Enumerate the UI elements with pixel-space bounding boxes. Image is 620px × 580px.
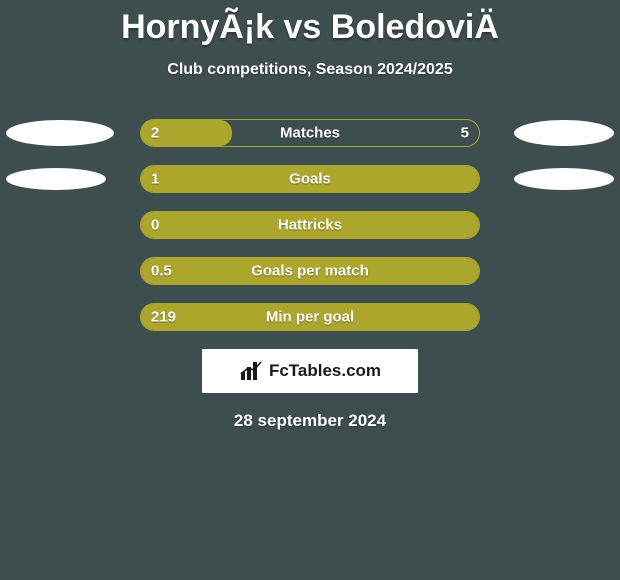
- right-ellipse: [514, 168, 614, 190]
- stat-bar: 0 Hattricks: [140, 211, 480, 239]
- stat-right-value: 5: [461, 125, 469, 142]
- stat-left-value: 219: [151, 309, 176, 326]
- stat-label: Hattricks: [278, 217, 342, 234]
- stat-row: 0.5 Goals per match: [0, 257, 620, 285]
- stat-row: 2 Matches 5: [0, 119, 620, 147]
- left-ellipse: [6, 120, 114, 146]
- stat-row: 0 Hattricks: [0, 211, 620, 239]
- stat-row: 219 Min per goal: [0, 303, 620, 331]
- stat-bar: 2 Matches 5: [140, 119, 480, 147]
- stat-bar: 1 Goals: [140, 165, 480, 193]
- left-ellipse: [6, 168, 106, 190]
- stat-bar: 219 Min per goal: [140, 303, 480, 331]
- logo: FcTables.com: [239, 360, 381, 382]
- stat-label: Min per goal: [266, 309, 354, 326]
- logo-text: FcTables.com: [269, 361, 381, 381]
- stats-container: 2 Matches 5 1 Goals 0 Hattricks 0.5 Goal…: [0, 119, 620, 331]
- stat-left-value: 2: [151, 125, 159, 142]
- stat-bar: 0.5 Goals per match: [140, 257, 480, 285]
- stat-label: Goals: [289, 171, 331, 188]
- stat-left-value: 1: [151, 171, 159, 188]
- right-ellipse: [514, 120, 614, 146]
- logo-box: FcTables.com: [202, 349, 418, 393]
- stat-row: 1 Goals: [0, 165, 620, 193]
- subtitle: Club competitions, Season 2024/2025: [0, 61, 620, 79]
- stat-left-value: 0: [151, 217, 159, 234]
- date-text: 28 september 2024: [0, 411, 620, 431]
- stat-left-value: 0.5: [151, 263, 172, 280]
- page-title: HornyÃ¡k vs BoledoviÄ: [0, 0, 620, 47]
- stat-label: Matches: [280, 125, 340, 142]
- stat-label: Goals per match: [251, 263, 369, 280]
- bar-chart-icon: [239, 360, 265, 382]
